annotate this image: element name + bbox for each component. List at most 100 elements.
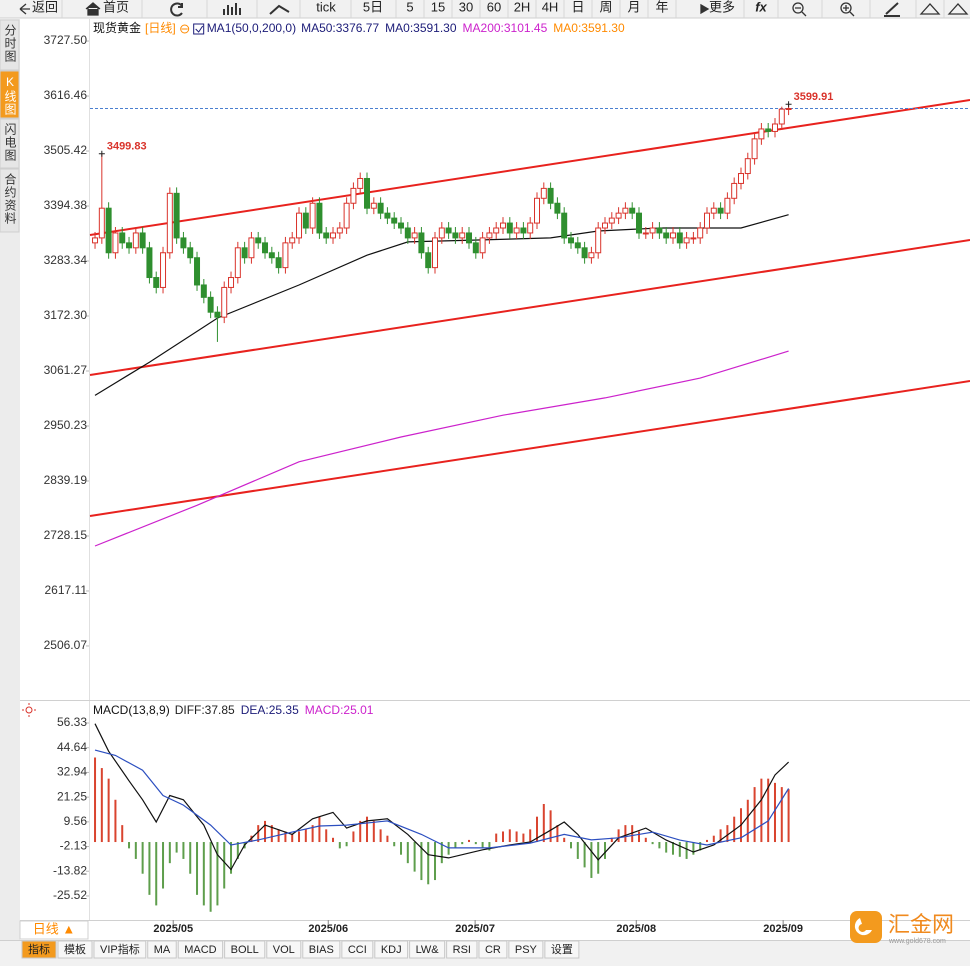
candle-body <box>656 227 663 234</box>
macd-bar <box>318 816 321 843</box>
toolbar-button[interactable]: tick <box>316 0 336 14</box>
tab[interactable] <box>224 940 266 959</box>
candle-body <box>241 247 248 259</box>
collapse-icon[interactable] <box>180 24 190 34</box>
tab[interactable] <box>341 940 374 959</box>
macd-bar <box>563 837 566 843</box>
macd-bar <box>264 820 267 843</box>
macd-bar <box>338 842 341 849</box>
tab-label[interactable]: MA <box>154 944 171 956</box>
tab[interactable] <box>147 940 177 959</box>
tab[interactable] <box>374 940 409 959</box>
sidebar-tab[interactable] <box>0 70 20 119</box>
tab-label[interactable]: KDJ <box>381 944 402 956</box>
tab[interactable] <box>21 940 57 959</box>
toolbar-button[interactable]: 周 <box>599 0 612 14</box>
toolbar-button[interactable]: 60 <box>487 0 501 14</box>
macd-bar <box>522 833 525 843</box>
toolbar-button[interactable]: 5 <box>406 0 413 14</box>
y-tick-label: 3061.27 <box>44 363 88 377</box>
toolbar-button[interactable]: 15 <box>431 0 445 14</box>
macd-bar <box>637 831 640 843</box>
tab-label[interactable]: BIAS <box>309 944 334 956</box>
tab[interactable] <box>266 940 302 959</box>
macd-bar <box>590 842 593 878</box>
macd-bar <box>372 820 375 843</box>
period-selector-box[interactable] <box>19 920 89 940</box>
tab-label[interactable]: VIP指标 <box>100 942 140 956</box>
tab-label[interactable]: RSI <box>453 944 471 956</box>
sidebar-label[interactable]: 闪电图 <box>3 123 17 162</box>
high-marker <box>98 150 105 157</box>
toolbar-button[interactable]: 2H <box>514 0 531 14</box>
high-label: 3599.91 <box>794 91 834 103</box>
candle-body <box>731 182 738 199</box>
tab[interactable] <box>93 940 147 959</box>
candle-body <box>411 232 418 239</box>
indicator-checkbox[interactable] <box>193 23 205 35</box>
toolbar-button[interactable]: 日 <box>571 0 584 14</box>
macd-bar <box>168 842 171 864</box>
tab-label[interactable]: 模板 <box>64 942 86 956</box>
tab[interactable] <box>446 940 478 959</box>
sidebar-label[interactable]: K线图 <box>3 75 17 116</box>
tab[interactable] <box>544 940 580 959</box>
tab-label[interactable]: VOL <box>273 944 295 956</box>
tab-label[interactable]: LW& <box>416 944 440 956</box>
toolbar-button[interactable]: 首页 <box>103 0 129 14</box>
tab[interactable] <box>57 940 93 959</box>
y-tick-label: 3727.50 <box>44 33 88 47</box>
toolbar-button[interactable]: 30 <box>459 0 473 14</box>
period-selector[interactable]: 日线 ▲ <box>33 921 75 936</box>
indicator-checkbox-mark <box>195 25 204 33</box>
y-tick-label: 9.56 <box>64 814 88 828</box>
toolbar-button[interactable]: 5日 <box>363 0 383 14</box>
toolbar-button[interactable]: 月 <box>627 0 640 14</box>
toolbar-button[interactable]: 年 <box>655 0 668 14</box>
toolbar-button[interactable]: 4H <box>542 0 559 14</box>
macd-bar <box>114 799 117 843</box>
sidebar-label[interactable]: 分时图 <box>3 24 17 63</box>
sidebar-tab[interactable] <box>0 168 20 233</box>
tab[interactable] <box>478 940 508 959</box>
macd-bar <box>760 778 763 843</box>
macd-icon <box>22 703 36 717</box>
pen-icon <box>884 2 900 17</box>
toolbar-button[interactable]: fx <box>755 0 767 14</box>
macd-bar <box>434 842 437 881</box>
tab-label[interactable]: CR <box>485 944 501 956</box>
macd-bar <box>148 842 151 895</box>
candle-body <box>370 202 377 209</box>
candle-body <box>479 237 486 254</box>
candle-body <box>710 207 717 214</box>
candle-body <box>554 202 561 214</box>
toolbar-button[interactable]: 返回 <box>32 0 58 14</box>
tab[interactable] <box>302 940 341 959</box>
sidebar-tab[interactable] <box>0 19 20 71</box>
line-icon <box>269 4 290 15</box>
candle-body <box>180 237 187 249</box>
macd-bar <box>94 757 97 843</box>
macd-bar <box>162 842 165 889</box>
toolbar-button[interactable]: 更多 <box>709 0 735 14</box>
tab-label[interactable]: MACD <box>184 944 216 956</box>
sidebar-tab[interactable] <box>0 118 20 169</box>
high-marker <box>785 101 792 108</box>
tab-label[interactable]: BOLL <box>231 944 259 956</box>
macd-bar <box>651 842 654 845</box>
tab-label[interactable]: 设置 <box>551 943 573 956</box>
candle-body <box>336 227 343 234</box>
triangle-icon <box>947 3 969 15</box>
tab[interactable] <box>508 940 544 959</box>
tab-label[interactable]: PSY <box>515 944 538 956</box>
tab[interactable] <box>177 940 224 959</box>
sidebar-label[interactable]: 合约资料 <box>3 172 17 225</box>
macd-bar <box>495 833 498 843</box>
candle-body <box>166 192 173 254</box>
tab-label[interactable]: CCI <box>348 944 367 956</box>
tab-label[interactable]: 指标 <box>28 942 50 956</box>
tab[interactable] <box>409 940 446 959</box>
macd-bar <box>386 835 389 843</box>
macd-bar <box>270 825 273 843</box>
